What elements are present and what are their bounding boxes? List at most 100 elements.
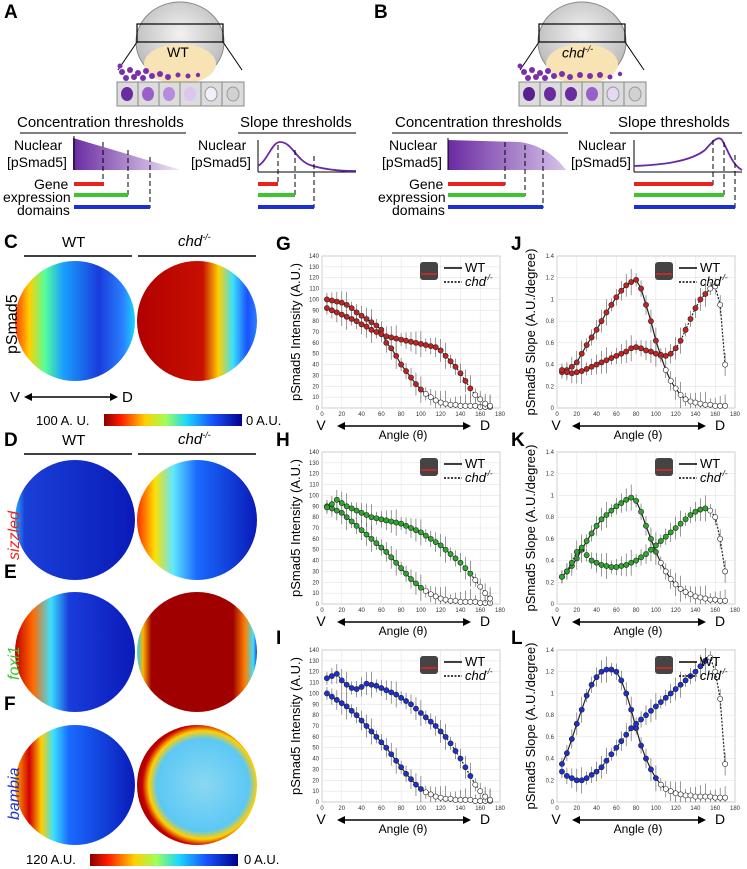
panel-letter-a: A bbox=[4, 2, 18, 23]
x-axis-label: Angle (θ) bbox=[614, 624, 663, 638]
data-point-chd bbox=[348, 685, 355, 691]
tick-label-y: 80 bbox=[312, 319, 319, 325]
data-point-chd bbox=[398, 694, 405, 701]
data-point-chd bbox=[628, 559, 635, 566]
data-point-chd bbox=[652, 350, 659, 357]
axis-d-label: D bbox=[715, 811, 725, 827]
gene-label-a: Gene bbox=[34, 176, 69, 192]
colorbar-psmad5-left: 100 A. U. bbox=[36, 413, 90, 428]
data-point-wt bbox=[348, 305, 355, 312]
embryo-thumbnail bbox=[655, 262, 673, 280]
data-point-chd bbox=[633, 720, 640, 727]
tick-label-y: 100 bbox=[309, 691, 320, 697]
legend-wt-label: WT bbox=[465, 456, 485, 471]
tick-label-y: 70 bbox=[312, 526, 319, 532]
y-axis-label: pSmad5 Intensity (A.U.) bbox=[288, 657, 303, 795]
data-point-chd bbox=[363, 512, 370, 518]
tick-label-x: 120 bbox=[671, 412, 682, 418]
expression-label-b: expression bbox=[378, 189, 446, 205]
tick-label-y: 0 bbox=[551, 602, 555, 608]
data-point-wt bbox=[677, 585, 684, 592]
plot-g: 0 20 40 60 80 100 120 140 160 180 0 10 20 30 40 50 60 70 8… bbox=[288, 254, 506, 442]
data-point-wt bbox=[623, 496, 630, 503]
data-point-chd bbox=[578, 544, 585, 551]
psmad-label-b2: [pSmad5] bbox=[571, 154, 631, 170]
tick-label-x: 180 bbox=[495, 806, 506, 812]
data-point-chd bbox=[427, 535, 434, 542]
data-point-chd bbox=[373, 515, 380, 522]
data-point-wt bbox=[707, 401, 714, 408]
data-point-chd bbox=[403, 698, 409, 704]
embryo-label-chd: chd-/- bbox=[562, 44, 594, 61]
domains-label-a: domains bbox=[17, 202, 70, 218]
tick-label-y: 140 bbox=[309, 450, 320, 456]
data-point-chd bbox=[477, 583, 484, 590]
data-point-wt bbox=[383, 744, 390, 751]
data-point-wt bbox=[472, 402, 479, 409]
tick-label-x: 100 bbox=[651, 412, 662, 418]
data-point-wt bbox=[467, 796, 474, 803]
data-point-chd bbox=[712, 668, 719, 675]
tick-label-y: 20 bbox=[312, 778, 319, 784]
arrow-head-left bbox=[337, 618, 345, 626]
data-point-wt bbox=[408, 576, 414, 582]
data-point-wt bbox=[563, 750, 570, 757]
data-point-chd bbox=[408, 338, 414, 345]
data-point-chd bbox=[588, 363, 595, 370]
data-point-chd bbox=[652, 703, 659, 710]
tick-label-y: 60 bbox=[312, 735, 319, 741]
data-point-wt bbox=[363, 531, 370, 538]
data-point-chd bbox=[348, 505, 355, 512]
data-point-chd bbox=[573, 777, 580, 784]
expression-label-a: expression bbox=[3, 189, 71, 205]
data-point-chd bbox=[687, 512, 694, 518]
tick-label-x: 100 bbox=[651, 608, 662, 614]
tick-label-x: 160 bbox=[710, 412, 721, 418]
tick-label-y: 10 bbox=[312, 395, 319, 401]
data-point-chd bbox=[472, 781, 479, 788]
data-point-wt bbox=[437, 794, 444, 801]
data-point-wt bbox=[608, 507, 615, 514]
tick-label-y: 20 bbox=[312, 580, 319, 586]
data-point-chd bbox=[333, 496, 340, 503]
data-point-chd bbox=[722, 361, 729, 368]
data-point-wt bbox=[472, 798, 479, 804]
data-point-chd bbox=[432, 344, 439, 351]
data-point-chd bbox=[328, 307, 335, 314]
data-point-chd bbox=[613, 564, 620, 570]
vd-d: D bbox=[122, 389, 133, 406]
data-point-chd bbox=[413, 527, 419, 534]
data-point-chd bbox=[643, 551, 649, 557]
tick-label-y: 140 bbox=[309, 648, 320, 654]
domains-label-b: domains bbox=[392, 202, 445, 218]
tick-label-x: 80 bbox=[633, 806, 640, 812]
data-point-chd bbox=[388, 334, 395, 341]
data-point-wt bbox=[603, 309, 610, 316]
tick-label-y: 50 bbox=[312, 548, 319, 554]
axis-v-label: V bbox=[316, 417, 326, 433]
data-point-chd bbox=[487, 402, 494, 409]
data-point-wt bbox=[677, 392, 684, 398]
tick-label-x: 60 bbox=[613, 806, 620, 812]
tick-label-y: 100 bbox=[309, 493, 320, 499]
data-point-chd bbox=[682, 326, 689, 333]
plot-k: 0 20 40 60 80 100 120 140 160 180 0 0.2 0.4 0.6 0.8 1 1.… bbox=[523, 445, 741, 638]
tick-label-y: 70 bbox=[312, 330, 319, 336]
arrow-head-right bbox=[698, 618, 706, 626]
tick-label-x: 20 bbox=[573, 806, 580, 812]
data-point-wt bbox=[442, 795, 449, 802]
data-point-wt bbox=[447, 795, 454, 802]
panel-letter-i: I bbox=[276, 628, 282, 649]
data-point-wt bbox=[613, 668, 620, 675]
data-point-wt bbox=[427, 591, 434, 598]
data-point-wt bbox=[393, 559, 400, 566]
data-point-chd bbox=[413, 339, 419, 346]
legend-wt-label: WT bbox=[700, 260, 720, 275]
tick-label-y: 0 bbox=[551, 800, 555, 806]
data-point-wt bbox=[662, 367, 669, 373]
embryo-thumbnail bbox=[655, 656, 673, 674]
panel-letter-c: C bbox=[4, 232, 18, 253]
data-point-wt bbox=[583, 538, 590, 544]
data-point-wt bbox=[422, 588, 429, 594]
legend-chd-superscript: -/- bbox=[485, 469, 493, 478]
